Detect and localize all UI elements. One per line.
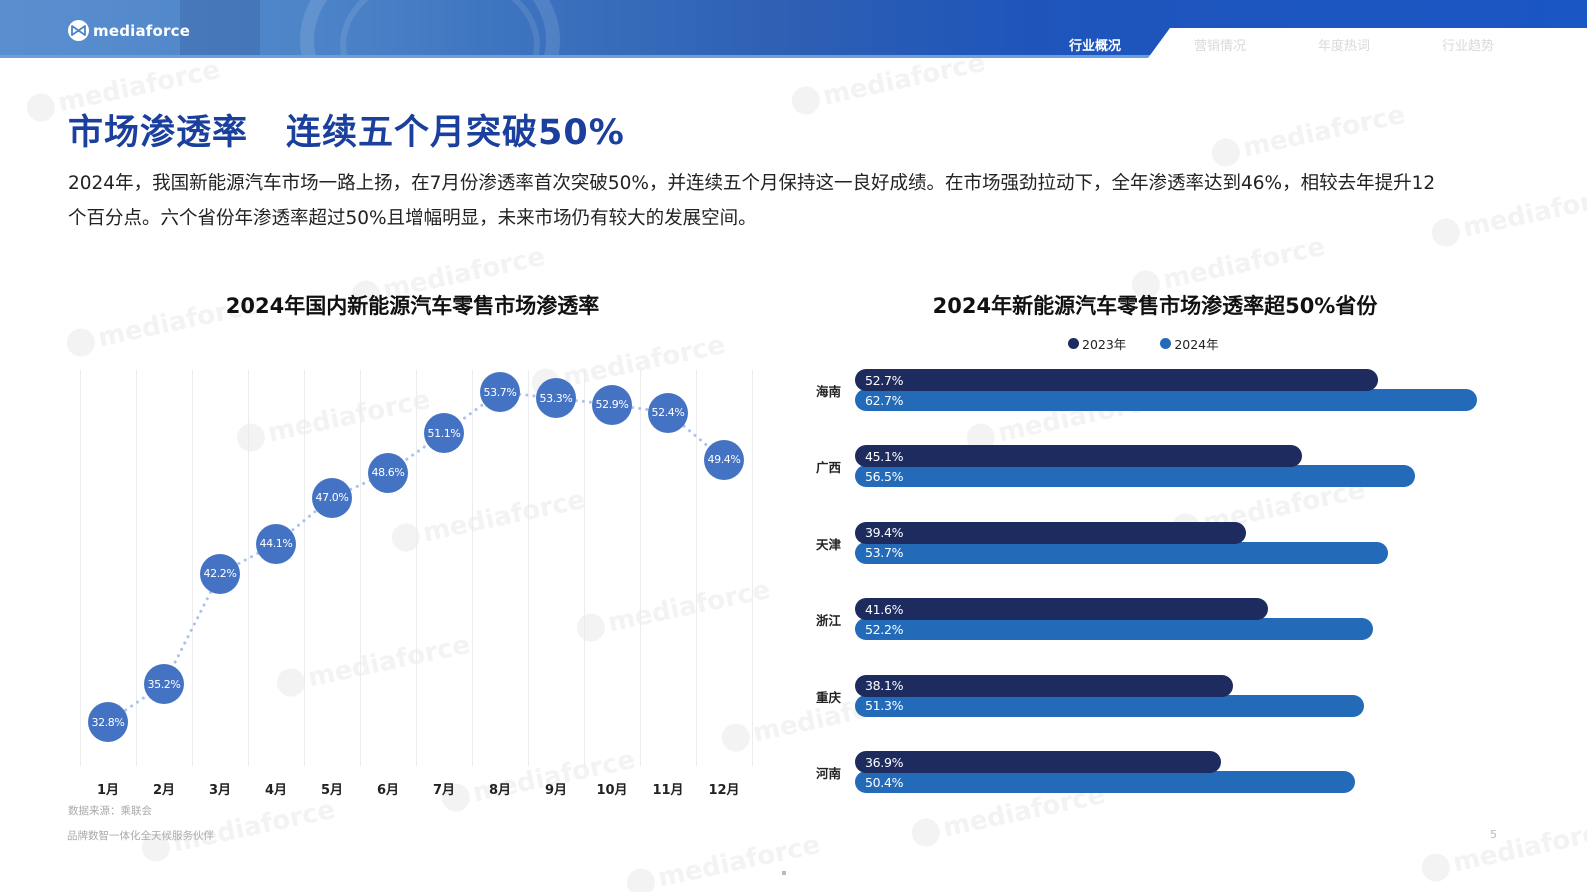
watermark-logo-icon bbox=[789, 83, 823, 118]
bar-2024[interactable]: 52.2% bbox=[855, 618, 1373, 641]
tab-annual-keywords[interactable]: 年度热词 bbox=[1317, 39, 1370, 54]
data-source: 数据来源：乘联会 bbox=[68, 805, 152, 817]
data-point-label[interactable]: 53.3% bbox=[536, 378, 576, 419]
slide-indicator-dot[interactable] bbox=[782, 871, 786, 875]
data-point-label[interactable]: 48.6% bbox=[368, 452, 408, 493]
banner-divider bbox=[0, 55, 1587, 58]
data-point-label[interactable]: 47.0% bbox=[312, 477, 352, 518]
legend-dot-icon bbox=[1068, 338, 1079, 349]
watermark-logo-icon bbox=[64, 325, 98, 360]
watermark-logo-icon bbox=[1209, 135, 1243, 170]
grid-line bbox=[80, 370, 81, 766]
nav-inactive-background bbox=[1148, 28, 1587, 58]
bar-chart-title: 2024年新能源汽车零售市场渗透率超50%省份 bbox=[932, 294, 1378, 318]
grid-line bbox=[136, 370, 137, 766]
data-point-label[interactable]: 49.4% bbox=[704, 439, 744, 480]
legend-item-2023[interactable]: 2023年 bbox=[1068, 334, 1126, 353]
x-axis-tick-label: 7月 bbox=[432, 783, 456, 798]
footer-tagline: 品牌数智一体化全天候服务伙伴 bbox=[67, 830, 214, 842]
watermark: mediaforce bbox=[1419, 815, 1587, 885]
logo-text: mediaforce bbox=[93, 21, 191, 40]
grid-line bbox=[416, 370, 417, 766]
x-axis-tick-label: 2月 bbox=[152, 783, 176, 798]
watermark: mediaforce bbox=[789, 48, 988, 118]
watermark-logo-icon bbox=[24, 90, 58, 125]
page-title: 市场渗透率 连续五个月突破50% bbox=[68, 104, 625, 155]
data-point-label[interactable]: 32.8% bbox=[88, 702, 128, 742]
bar-2024[interactable]: 53.7% bbox=[855, 541, 1388, 564]
page-number: 5 bbox=[1490, 828, 1497, 841]
y-axis-category-label: 浙江 bbox=[816, 613, 842, 629]
watermark: mediaforce bbox=[624, 830, 823, 892]
tab-industry-trends[interactable]: 行业趋势 bbox=[1441, 39, 1494, 54]
bar-2024[interactable]: 51.3% bbox=[855, 694, 1364, 717]
grid-line bbox=[248, 370, 249, 766]
x-axis-tick-label: 5月 bbox=[320, 783, 344, 798]
watermark-logo-icon bbox=[1419, 850, 1453, 885]
bar-chart-legend: 2023年 2024年 bbox=[1068, 334, 1219, 353]
line-chart-plot-area: 32.8% 35.2% 42.2% 44.1% 47.0% 48.6% 51.1% 53.7%… bbox=[80, 370, 753, 766]
logo[interactable]: mediaforce bbox=[68, 20, 190, 41]
bar-2024[interactable]: 62.7% bbox=[855, 389, 1477, 411]
grid-line bbox=[304, 370, 305, 766]
x-axis-tick-label: 11月 bbox=[652, 783, 684, 798]
grid-line bbox=[640, 370, 641, 766]
data-point-label[interactable]: 42.2% bbox=[200, 553, 240, 594]
legend-item-2024[interactable]: 2024年 bbox=[1160, 334, 1219, 353]
y-axis-category-label: 天津 bbox=[816, 536, 842, 552]
y-axis-category-label: 广西 bbox=[816, 460, 842, 476]
grid-line bbox=[752, 370, 753, 766]
bar-2023[interactable]: 41.6% bbox=[855, 598, 1268, 621]
x-axis-tick-label: 3月 bbox=[208, 783, 232, 798]
y-axis-category-label: 海南 bbox=[816, 384, 842, 399]
grid-line bbox=[696, 370, 697, 766]
legend-label: 2023年 bbox=[1082, 337, 1127, 352]
bar-2023[interactable]: 38.1% bbox=[855, 674, 1233, 697]
description-line: 2024年，我国新能源汽车市场一路上扬，在7月份渗透率首次突破50%，并连续五个… bbox=[68, 173, 1436, 194]
x-axis-tick-label: 4月 bbox=[264, 783, 288, 798]
line-chart-title: 2024年国内新能源汽车零售市场渗透率 bbox=[225, 294, 600, 318]
data-point-label[interactable]: 52.9% bbox=[592, 384, 632, 425]
data-point-label[interactable]: 35.2% bbox=[144, 664, 184, 705]
x-axis-tick-label: 9月 bbox=[544, 783, 568, 798]
data-point-label[interactable]: 52.4% bbox=[648, 392, 688, 433]
line-series bbox=[106, 390, 726, 724]
watermark-logo-icon bbox=[624, 865, 658, 892]
watermark-logo-icon bbox=[909, 815, 943, 850]
x-axis-tick-label: 12月 bbox=[708, 783, 740, 798]
bar-2023[interactable]: 39.4% bbox=[855, 521, 1246, 544]
banner-wheel-image bbox=[340, 0, 540, 58]
page-title-main: 市场渗透率 bbox=[68, 113, 249, 153]
bar-2023[interactable]: 45.1% bbox=[855, 445, 1303, 468]
x-axis-tick-label: 10月 bbox=[596, 783, 628, 798]
data-point-label[interactable]: 44.1% bbox=[256, 523, 296, 564]
data-point-label[interactable]: 51.1% bbox=[424, 413, 464, 454]
top-nav: 行业概况 营销情况 年度热词 行业趋势 bbox=[1040, 28, 1587, 58]
legend-dot-icon bbox=[1160, 338, 1172, 349]
data-point-label[interactable]: 53.7% bbox=[480, 372, 520, 412]
bar-2024[interactable]: 56.5% bbox=[855, 465, 1416, 488]
description-line: 个百分点。六个省份年渗透率超过50%且增幅明显，未来市场仍有较大的发展空间。 bbox=[68, 208, 757, 229]
grid-line bbox=[584, 370, 585, 766]
grid-line bbox=[472, 370, 473, 766]
x-axis-tick-label: 6月 bbox=[376, 783, 400, 798]
grid-line bbox=[192, 370, 193, 766]
tab-industry-overview[interactable]: 行业概况 bbox=[1068, 39, 1121, 54]
bar-2023[interactable]: 52.7% bbox=[855, 369, 1378, 391]
bar-2024[interactable]: 50.4% bbox=[855, 771, 1355, 793]
grid-line bbox=[360, 370, 361, 766]
bar-2023[interactable]: 36.9% bbox=[855, 751, 1222, 773]
mediaforce-logo-icon bbox=[68, 20, 89, 41]
legend-label: 2024年 bbox=[1174, 337, 1219, 352]
grid-line bbox=[528, 370, 529, 766]
y-axis-category-label: 河南 bbox=[816, 766, 842, 781]
watermark: mediaforce bbox=[1209, 100, 1408, 170]
x-axis-tick-label: 8月 bbox=[488, 783, 512, 798]
tab-marketing[interactable]: 营销情况 bbox=[1193, 39, 1246, 54]
page-title-sub: 连续五个月突破50% bbox=[286, 113, 625, 153]
y-axis-category-label: 重庆 bbox=[816, 689, 842, 705]
x-axis-tick-label: 1月 bbox=[96, 783, 120, 798]
page-description: 2024年，我国新能源汽车市场一路上扬，在7月份渗透率首次突破50%，并连续五个… bbox=[68, 166, 1508, 236]
banner-decoration bbox=[180, 0, 260, 58]
